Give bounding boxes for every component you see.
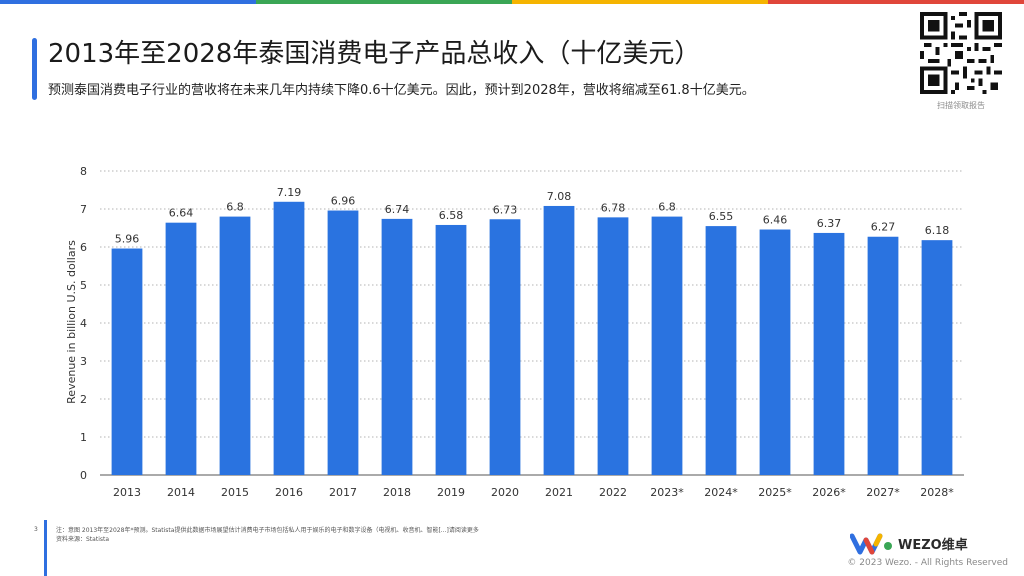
bar-value-label: 7.19 <box>277 186 302 199</box>
bar-value-label: 6.37 <box>817 217 842 230</box>
x-tick-label: 2021 <box>545 486 573 499</box>
top-bar-segment-green <box>256 0 512 4</box>
y-tick-label: 4 <box>80 317 87 330</box>
bar-2016 <box>273 201 305 475</box>
wezo-logo-text: WEZO维卓 <box>898 537 968 553</box>
footer-notes: 注：意图 2013年至2028年*预测。Statista提供此数据市场展望估计消… <box>56 526 479 544</box>
wezo-logo-icon <box>850 533 892 555</box>
bar-value-label: 6.73 <box>493 203 518 216</box>
x-tick-label: 2014 <box>167 486 195 499</box>
x-tick-label: 2017 <box>329 486 357 499</box>
bar-2013 <box>111 248 143 475</box>
x-tick-label: 2018 <box>383 486 411 499</box>
bar-value-label: 7.08 <box>547 190 572 203</box>
bar-value-label: 6.96 <box>331 195 356 208</box>
bar-2028-forecast <box>921 240 953 475</box>
bar-value-label: 6.74 <box>385 203 410 216</box>
bar-2017 <box>327 210 359 475</box>
bar-value-label: 6.55 <box>709 210 734 223</box>
bar-2025-forecast <box>759 229 791 475</box>
y-tick-label: 3 <box>80 355 87 368</box>
page-subtitle: 预测泰国消费电子行业的营收将在未来几年内持续下降0.6十亿美元。因此，预计到20… <box>48 83 755 98</box>
bar-value-label: 6.78 <box>601 201 626 214</box>
x-tick-label: 2024* <box>704 486 738 499</box>
bar-2026-forecast <box>813 232 845 475</box>
bar-value-label: 6.8 <box>658 201 676 214</box>
y-tick-label: 8 <box>80 165 87 178</box>
x-tick-label: 2020 <box>491 486 519 499</box>
top-bar-segment-red <box>768 0 1024 4</box>
bar-2019 <box>435 224 467 475</box>
bar-value-label: 5.96 <box>115 233 140 246</box>
bar-2027-forecast <box>867 236 899 475</box>
page-title: 2013年至2028年泰国消费电子产品总收入（十亿美元） <box>48 39 701 69</box>
wezo-logo[interactable]: WEZO维卓 <box>850 530 968 556</box>
copyright-text: © 2023 Wezo. - All Rights Reserved <box>847 558 1008 568</box>
bar-2022 <box>597 217 629 476</box>
bar-2014 <box>165 222 197 475</box>
top-bar-segment-blue <box>0 0 256 4</box>
footer-note-text: 注：意图 2013年至2028年*预测。Statista提供此数据市场展望估计消… <box>56 527 479 534</box>
x-tick-label: 2027* <box>866 486 900 499</box>
bar-2020 <box>489 219 521 475</box>
y-tick-label: 7 <box>80 203 87 216</box>
x-tick-label: 2023* <box>650 486 684 499</box>
top-color-bar <box>0 0 1024 4</box>
bar-value-label: 6.64 <box>169 207 194 220</box>
footer-accent-bar <box>44 520 47 576</box>
bar-2023-forecast <box>651 216 683 475</box>
bar-2024-forecast <box>705 226 737 475</box>
y-tick-label: 1 <box>80 431 87 444</box>
x-tick-label: 2019 <box>437 486 465 499</box>
x-tick-label: 2026* <box>812 486 846 499</box>
bar-2021 <box>543 205 575 475</box>
bar-value-label: 6.18 <box>925 224 950 237</box>
y-tick-label: 0 <box>80 469 87 482</box>
x-tick-label: 2022 <box>599 486 627 499</box>
bar-2015 <box>219 216 251 475</box>
y-axis-label: Revenue in billion U.S. dollars <box>65 240 78 404</box>
x-tick-label: 2025* <box>758 486 792 499</box>
title-accent-bar <box>32 38 37 100</box>
bar-2018 <box>381 218 413 475</box>
bar-value-label: 6.8 <box>226 201 244 214</box>
x-tick-label: 2015 <box>221 486 249 499</box>
x-tick-label: 2028* <box>920 486 954 499</box>
bar-value-label: 6.27 <box>871 221 896 234</box>
x-tick-label: 2016 <box>275 486 303 499</box>
top-bar-segment-yellow <box>512 0 768 4</box>
bar-value-label: 6.46 <box>763 214 788 227</box>
footer-source-text: 资料来源：Statista <box>56 536 110 543</box>
qr-caption: 扫描领取报告 <box>937 101 985 110</box>
y-tick-label: 2 <box>80 393 87 406</box>
page-number: 3 <box>34 526 38 533</box>
y-tick-label: 6 <box>80 241 87 254</box>
bar-value-label: 6.58 <box>439 209 464 222</box>
qr-code-icon[interactable] <box>920 12 1002 94</box>
x-tick-label: 2013 <box>113 486 141 499</box>
y-tick-label: 5 <box>80 279 87 292</box>
